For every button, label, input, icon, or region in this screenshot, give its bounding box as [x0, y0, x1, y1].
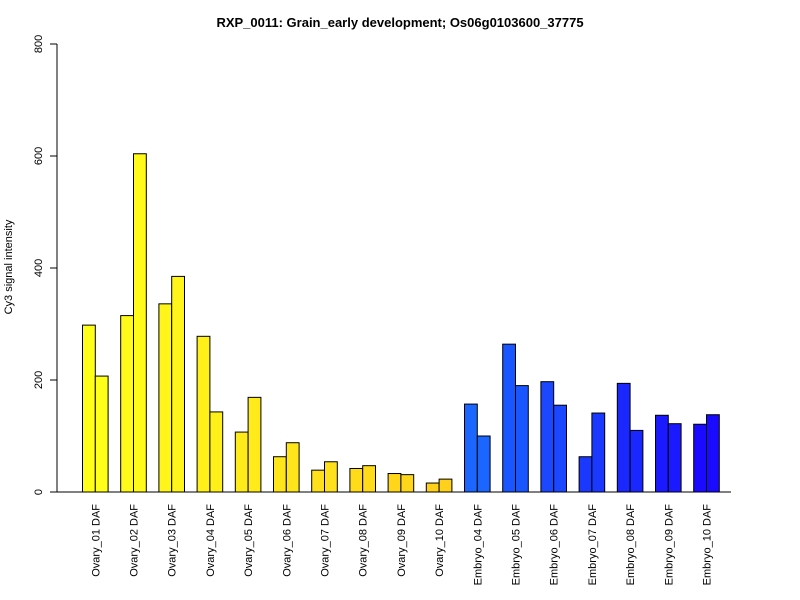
bar	[171, 275, 185, 493]
bar	[196, 335, 211, 493]
bar	[502, 343, 517, 493]
bar	[616, 382, 631, 493]
bar	[311, 469, 326, 493]
y-tick-label: 600	[33, 147, 45, 165]
x-tick-label: Ovary_04 DAF	[205, 504, 217, 577]
x-tick-label: Ovary_08 DAF	[358, 504, 370, 577]
bar	[591, 412, 606, 493]
x-tick-label: Ovary_02 DAF	[129, 504, 141, 577]
x-tick-label: Ovary_10 DAF	[434, 504, 446, 577]
bar	[553, 404, 568, 493]
bar	[693, 423, 708, 493]
x-tick-label: Ovary_09 DAF	[396, 504, 408, 577]
x-tick-label: Embryo_08 DAF	[625, 504, 637, 586]
chart-title: RXP_0011: Grain_early development; Os06g…	[216, 15, 583, 30]
bar	[349, 467, 364, 493]
bar	[476, 435, 491, 493]
x-tick-label: Ovary_06 DAF	[281, 504, 293, 577]
bar	[273, 456, 287, 493]
bar	[120, 315, 134, 493]
bar	[667, 423, 682, 493]
bars-group	[82, 153, 720, 493]
bar	[706, 414, 720, 493]
bar	[387, 473, 402, 493]
bar	[94, 375, 109, 493]
bar	[362, 465, 377, 493]
bar	[515, 385, 529, 493]
y-tick-label: 0	[33, 489, 45, 495]
x-tick-label: Embryo_04 DAF	[472, 504, 484, 586]
bar	[234, 431, 249, 493]
bar	[133, 153, 147, 493]
x-tick-label: Embryo_06 DAF	[549, 504, 561, 586]
bar	[285, 442, 300, 493]
bar	[82, 324, 96, 493]
bar	[438, 478, 453, 493]
bar	[247, 396, 262, 493]
x-tick-label: Ovary_05 DAF	[243, 504, 255, 577]
bar	[578, 456, 593, 493]
x-tick-label: Embryo_07 DAF	[587, 504, 599, 586]
bar	[540, 381, 555, 493]
y-tick-label: 800	[33, 35, 45, 53]
y-tick-label: 200	[33, 371, 45, 389]
x-tick-label: Embryo_09 DAF	[663, 504, 675, 586]
x-tick-label: Ovary_03 DAF	[167, 504, 179, 577]
x-tick-label: Embryo_05 DAF	[511, 504, 523, 586]
y-axis: 0 200 400 600 800	[33, 35, 58, 495]
bar	[209, 411, 224, 493]
bar	[655, 414, 669, 493]
x-tick-label: Ovary_01 DAF	[90, 504, 102, 577]
x-tick-label: Embryo_10 DAF	[702, 504, 714, 586]
x-tick-labels: Ovary_01 DAF Ovary_02 DAF Ovary_03 DAF Ovar…	[90, 504, 713, 586]
bar	[158, 303, 173, 493]
x-tick-label: Ovary_07 DAF	[320, 504, 332, 577]
bar	[629, 429, 644, 493]
bar	[400, 474, 415, 493]
bar	[324, 461, 338, 493]
y-axis-label: Cy3 signal intensity	[3, 219, 15, 314]
y-tick-label: 400	[33, 259, 45, 277]
bar	[464, 403, 478, 493]
bar	[425, 482, 440, 493]
